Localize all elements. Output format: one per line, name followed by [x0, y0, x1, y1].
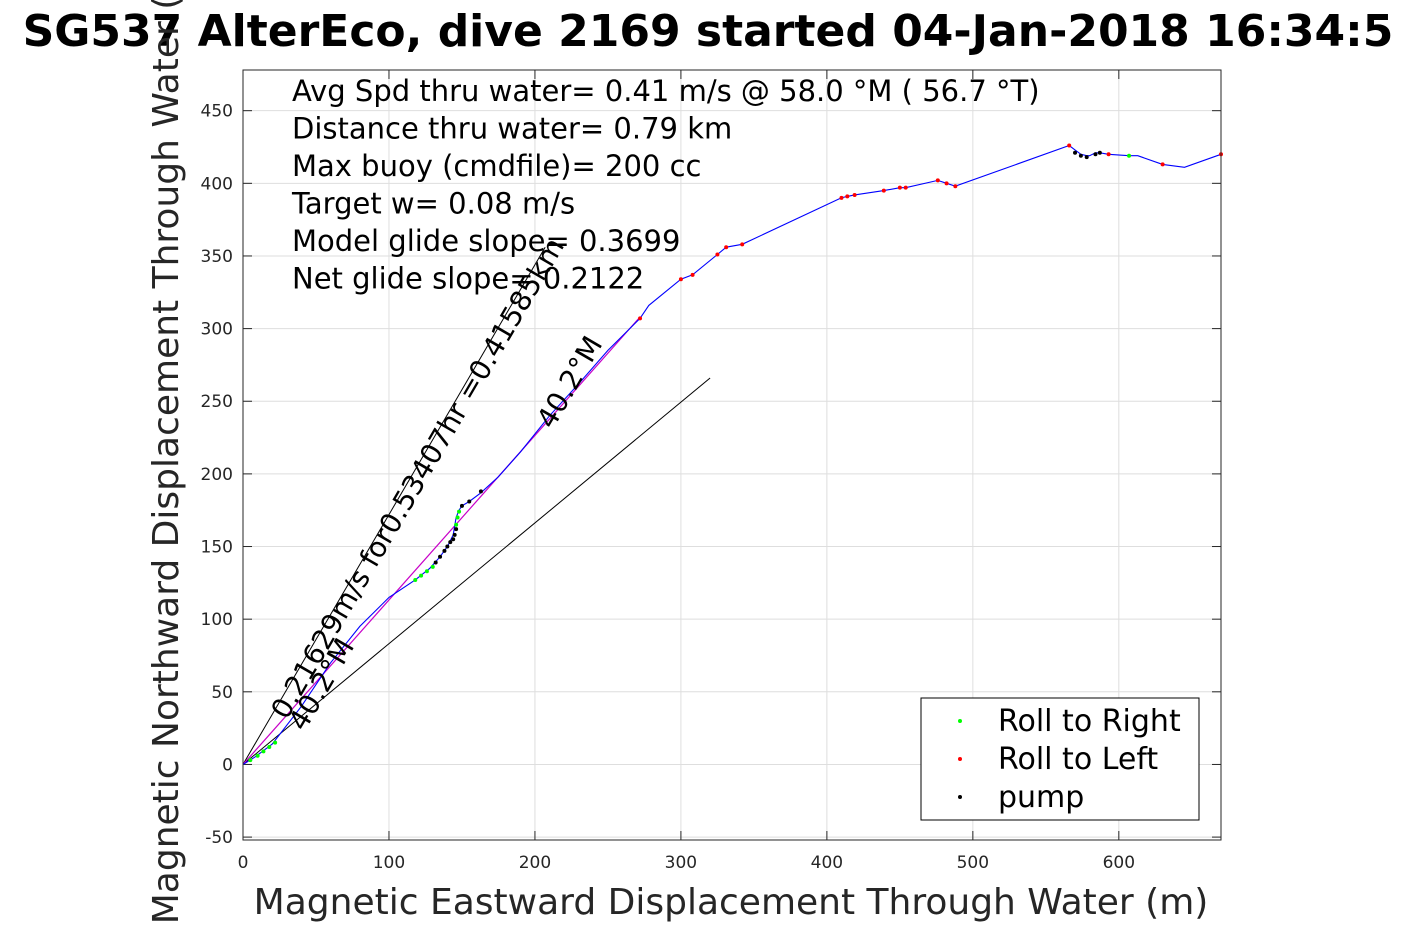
- pump-marker: [478, 489, 483, 494]
- x-tick-label: 400: [811, 853, 843, 873]
- pump-marker: [1097, 150, 1102, 155]
- roll-to-right-marker: [430, 564, 435, 569]
- roll-to-right-marker: [273, 740, 278, 745]
- pump-marker: [1078, 153, 1083, 158]
- info-line: Target w= 0.08 m/s: [291, 187, 575, 221]
- info-line: Net glide slope= 0.2122: [292, 262, 644, 296]
- pump-marker: [454, 527, 459, 532]
- y-tick-label: 350: [201, 247, 233, 267]
- roll-to-left-marker: [953, 184, 958, 189]
- y-tick-label: 250: [201, 392, 233, 412]
- x-tick-label: 300: [665, 853, 697, 873]
- y-tick-label: 200: [201, 465, 233, 485]
- roll-to-left-marker: [845, 194, 850, 199]
- grid: [242, 70, 1221, 840]
- roll-to-left-marker: [935, 178, 940, 183]
- roll-to-right-marker: [419, 573, 424, 578]
- legend-box: [920, 697, 1200, 821]
- legend-marker-pump: [958, 795, 962, 799]
- x-tick-label: 600: [1103, 853, 1135, 873]
- roll-to-right-marker: [424, 569, 429, 574]
- pump-marker: [459, 503, 464, 508]
- roll-to-right-marker: [457, 509, 462, 514]
- roll-to-left-marker: [678, 277, 683, 282]
- roll-to-left-marker: [690, 272, 695, 277]
- roll-to-left-marker: [903, 185, 908, 190]
- pump-marker: [1084, 155, 1089, 160]
- chart-title: SG537 AlterEco, dive 2169 started 04-Jan…: [23, 6, 1394, 57]
- roll-to-left-marker: [1160, 162, 1165, 167]
- glide-guide-line: [242, 377, 711, 765]
- roll-to-right-marker: [248, 758, 253, 763]
- y-tick-label: 50: [211, 683, 233, 703]
- pump-marker: [451, 537, 456, 542]
- net-track-line: [242, 316, 641, 765]
- y-tick-label: 300: [201, 320, 233, 340]
- pump-marker: [452, 532, 457, 537]
- roll-to-left-marker: [852, 192, 857, 197]
- pump-marker: [438, 554, 443, 559]
- y-tick-label: 100: [201, 610, 233, 630]
- roll-to-right-marker: [454, 522, 459, 527]
- x-tick-label: 0: [238, 853, 249, 873]
- legend-marker-roll-to-left: [958, 757, 962, 761]
- roll-to-left-marker: [1106, 152, 1111, 157]
- roll-to-left-marker: [897, 185, 902, 190]
- info-line: Model glide slope= 0.3699: [292, 224, 680, 258]
- roll-to-left-marker: [839, 195, 844, 200]
- y-axis-title: Magnetic Northward Displacement Through …: [146, 0, 187, 924]
- pump-marker: [448, 540, 453, 545]
- x-tick-label: 100: [373, 853, 405, 873]
- y-tick-label: -50: [205, 828, 233, 848]
- roll-to-right-marker: [255, 753, 260, 758]
- roll-to-left-marker: [1067, 143, 1072, 148]
- markers: [248, 143, 1223, 763]
- y-tick-label: 400: [201, 174, 233, 194]
- roll-to-left-marker: [724, 245, 729, 250]
- info-line: Distance thru water= 0.79 km: [292, 112, 732, 146]
- roll-to-left-marker: [638, 316, 643, 321]
- roll-to-right-marker: [455, 515, 460, 520]
- pump-marker: [445, 544, 450, 549]
- roll-to-right-marker: [413, 577, 418, 582]
- y-tick-label: 450: [201, 102, 233, 122]
- roll-to-right-marker: [267, 745, 272, 750]
- legend-label-roll-to-right: Roll to Right: [998, 704, 1181, 739]
- pump-marker: [1073, 150, 1078, 155]
- pump-marker: [1093, 152, 1098, 157]
- roll-to-left-marker: [944, 181, 949, 186]
- y-tick-label: 0: [222, 755, 233, 775]
- plot-frame: [242, 69, 1222, 841]
- roll-to-left-marker: [881, 188, 886, 193]
- roll-to-left-marker: [740, 242, 745, 247]
- legend-label-roll-to-left: Roll to Left: [998, 742, 1158, 777]
- glide-guide-line: [242, 246, 546, 765]
- pump-marker: [433, 560, 438, 565]
- roll-to-right-marker: [261, 749, 266, 754]
- x-tick-label: 200: [519, 853, 551, 873]
- pump-marker: [467, 499, 472, 504]
- legend-marker-roll-to-right: [958, 719, 962, 723]
- info-line: Avg Spd thru water= 0.41 m/s @ 58.0 °M (…: [292, 74, 1040, 108]
- legend-label-pump: pump: [998, 780, 1084, 815]
- roll-to-left-marker: [715, 252, 720, 257]
- info-line: Max buoy (cmdfile)= 200 cc: [292, 149, 701, 183]
- y-tick-label: 150: [201, 538, 233, 558]
- roll-to-right-marker: [1127, 153, 1132, 158]
- pump-marker: [442, 548, 447, 553]
- x-axis-title: Magnetic Eastward Displacement Through W…: [254, 882, 1209, 923]
- x-tick-label: 500: [957, 853, 989, 873]
